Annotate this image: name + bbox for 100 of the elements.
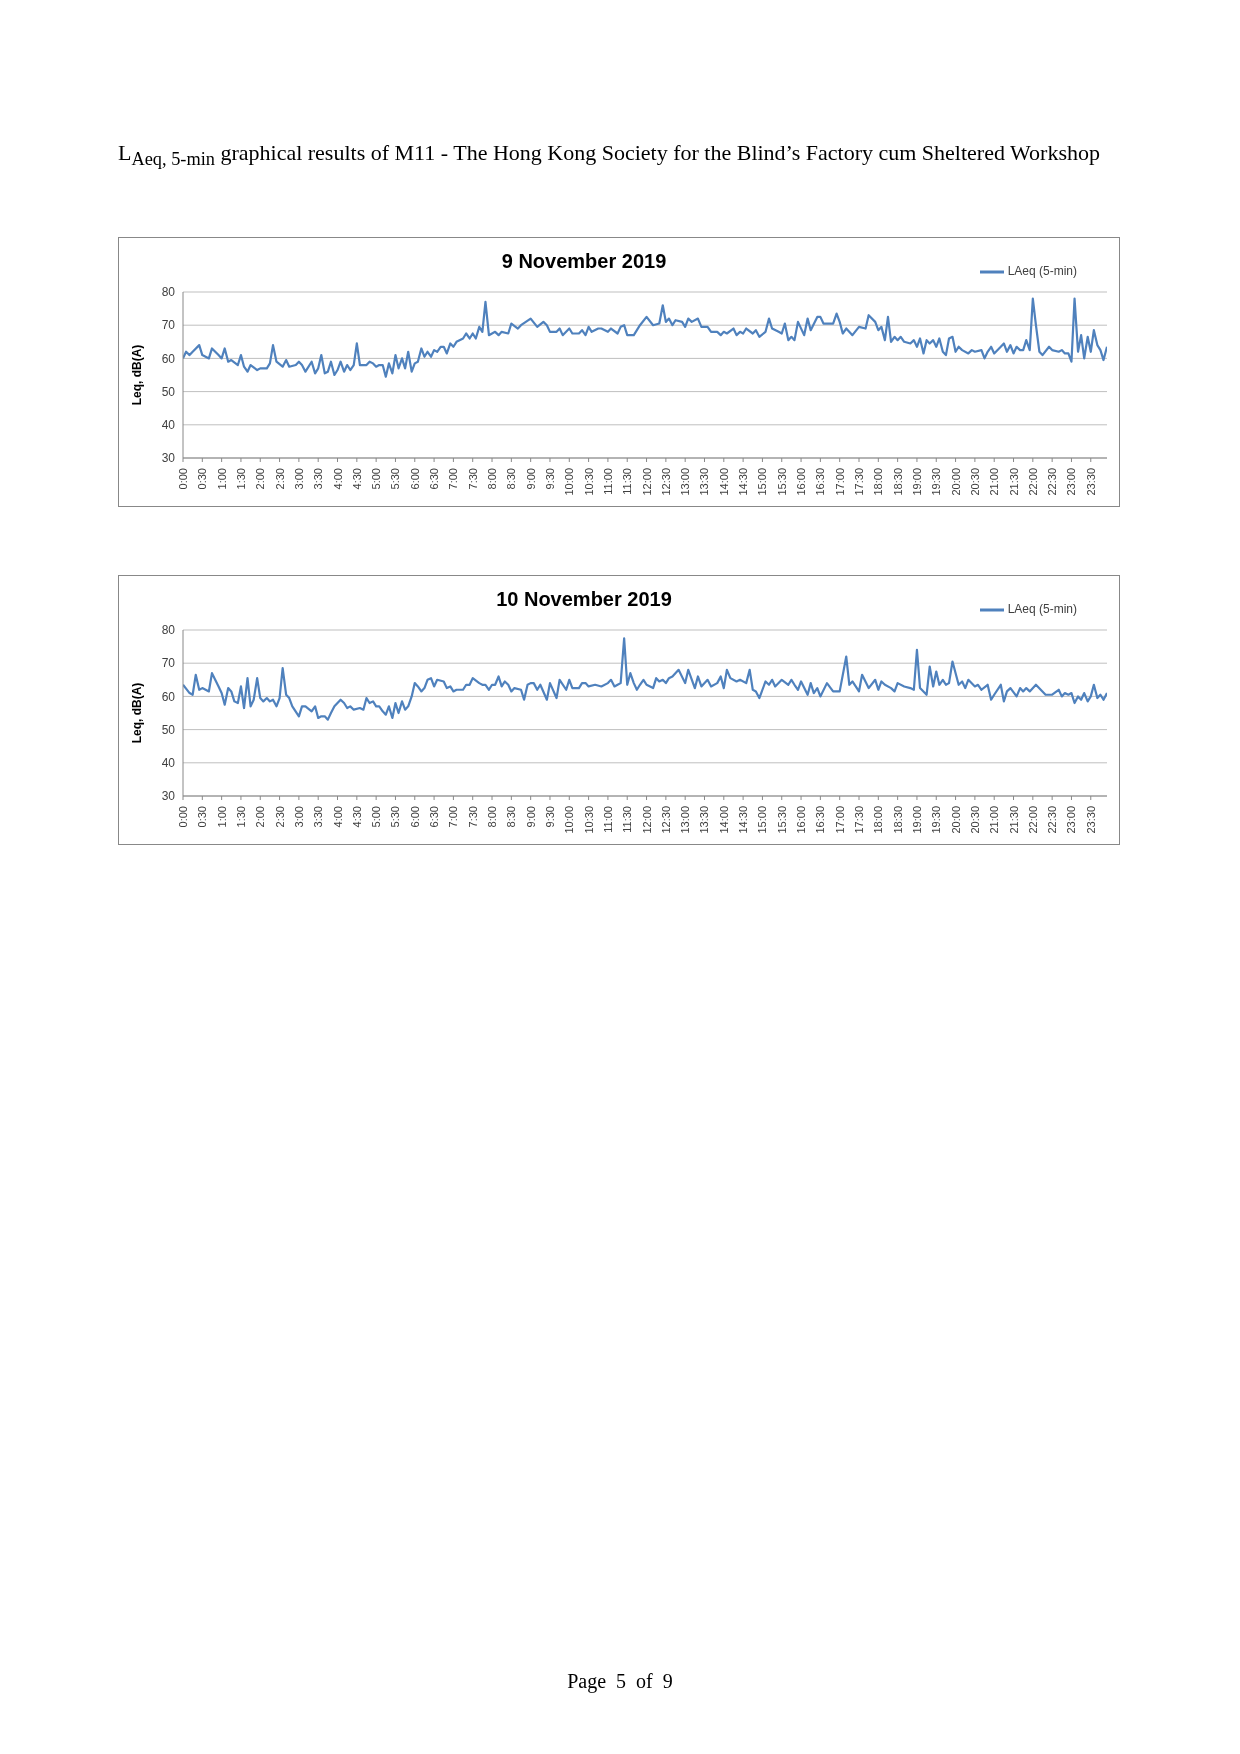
- x-tick-label: 15:30: [775, 468, 788, 496]
- x-tick-label: 21:00: [988, 468, 1001, 496]
- x-tick-label: 20:30: [968, 806, 981, 834]
- x-tick-label: 11:00: [601, 468, 614, 495]
- y-tick-label: 50: [161, 384, 176, 399]
- x-tick-label: 15:00: [756, 806, 769, 834]
- x-tick-label: 16:00: [795, 468, 808, 496]
- x-tick-label: 9:00: [524, 468, 537, 490]
- x-tick-label: 12:30: [659, 806, 672, 834]
- x-tick-label: 4:00: [331, 806, 344, 828]
- x-tick-label: 20:00: [949, 468, 962, 496]
- x-tick-label: 4:30: [350, 468, 363, 490]
- chart-title: 9 November 2019: [500, 250, 668, 273]
- x-tick-label: 16:30: [814, 468, 827, 496]
- x-tick-label: 17:00: [833, 806, 846, 834]
- x-tick-label: 2:00: [254, 806, 267, 828]
- x-tick-label: 15:00: [756, 468, 769, 496]
- x-tick-label: 18:30: [891, 468, 904, 496]
- x-tick-label: 22:30: [1046, 806, 1059, 834]
- x-tick-label: 2:30: [273, 806, 286, 828]
- y-axis-title: Leq, dB(A): [130, 344, 145, 406]
- x-tick-label: 7:30: [466, 468, 479, 490]
- line-series: [183, 637, 1107, 721]
- x-tick-label: 5:30: [389, 806, 402, 828]
- y-tick-label: 80: [161, 623, 176, 638]
- x-tick-label: 5:00: [370, 468, 383, 490]
- y-tick-label: 40: [161, 756, 176, 771]
- x-tick-label: 6:30: [428, 806, 441, 828]
- x-tick-label: 12:30: [659, 468, 672, 496]
- x-tick-label: 16:30: [814, 806, 827, 834]
- x-tick-label: 14:30: [737, 806, 750, 834]
- x-tick-label: 6:00: [408, 806, 421, 828]
- x-tick-label: 7:00: [447, 468, 460, 490]
- x-tick-label: 9:30: [543, 806, 556, 828]
- y-tick-label: 60: [161, 689, 176, 704]
- x-tick-label: 14:30: [737, 468, 750, 496]
- x-tick-label: 4:30: [350, 806, 363, 828]
- x-tick-label: 23:00: [1065, 468, 1078, 496]
- x-tick-label: 13:00: [679, 468, 692, 496]
- x-tick-label: 17:30: [853, 468, 865, 496]
- x-tick-label: 0:00: [177, 806, 189, 828]
- x-tick-label: 23:30: [1084, 468, 1097, 496]
- x-tick-label: 8:30: [505, 806, 518, 828]
- x-tick-label: 11:00: [601, 806, 614, 833]
- x-tick-label: 10:00: [563, 468, 576, 496]
- x-tick-label: 3:00: [292, 806, 305, 828]
- x-tick-label: 3:30: [312, 806, 325, 828]
- x-tick-label: 17:00: [833, 468, 846, 496]
- x-tick-label: 21:30: [1007, 468, 1020, 496]
- x-tick-label: 12:00: [640, 468, 653, 496]
- x-tick-label: 1:00: [215, 806, 228, 828]
- x-tick-label: 1:00: [215, 468, 228, 490]
- x-tick-label: 22:30: [1046, 468, 1059, 496]
- x-tick-label: 19:00: [910, 806, 923, 834]
- x-tick-label: 10:30: [582, 468, 595, 496]
- x-tick-label: 19:30: [930, 468, 943, 496]
- text: L$_{Aeq, 5-min}$ graphical results of M11 - The Hong Kong Society for the Blind’s Factory cum Sheltered Workshop: [118, 139, 1101, 172]
- x-tick-label: 6:00: [408, 468, 421, 490]
- y-tick-label: 50: [161, 722, 176, 737]
- x-tick-label: 0:00: [177, 468, 189, 490]
- x-tick-label: 13:00: [679, 806, 692, 834]
- x-tick-label: 5:00: [370, 806, 383, 828]
- x-tick-label: 1:30: [234, 468, 247, 490]
- x-tick-label: 13:30: [698, 468, 711, 496]
- y-tick-label: 30: [161, 451, 176, 466]
- x-tick-label: 16:00: [795, 806, 808, 834]
- x-tick-label: 8:30: [505, 468, 518, 490]
- x-tick-label: 14:00: [717, 468, 730, 496]
- x-tick-label: 0:30: [196, 468, 209, 490]
- chart-title: 10 November 2019: [495, 588, 673, 611]
- x-tick-label: 22:00: [1026, 806, 1039, 834]
- x-tick-label: 19:30: [930, 806, 943, 834]
- x-tick-label: 18:00: [872, 806, 885, 834]
- x-tick-label: 10:30: [582, 806, 595, 834]
- y-tick-label: 40: [161, 418, 176, 433]
- x-tick-label: 7:00: [447, 806, 460, 828]
- x-tick-label: 10:00: [563, 806, 576, 834]
- x-tick-label: 3:00: [292, 468, 305, 490]
- x-tick-label: 19:00: [910, 468, 923, 496]
- x-tick-label: 5:30: [389, 468, 402, 490]
- x-tick-label: 8:00: [486, 806, 499, 828]
- x-tick-label: 21:30: [1007, 806, 1020, 834]
- y-tick-label: 70: [161, 318, 176, 333]
- x-tick-label: 17:30: [853, 806, 865, 834]
- x-tick-label: 8:00: [486, 468, 499, 490]
- x-tick-label: 9:00: [524, 806, 537, 828]
- x-tick-label: 3:30: [312, 468, 325, 490]
- x-tick-label: 2:30: [273, 468, 286, 490]
- x-tick-label: 20:30: [968, 468, 981, 496]
- x-tick-label: 7:30: [466, 806, 479, 828]
- x-tick-label: 14:00: [717, 806, 730, 834]
- line-series: [183, 297, 1107, 378]
- x-tick-label: 2:00: [254, 468, 267, 490]
- x-tick-label: 12:00: [640, 806, 653, 834]
- y-tick-label: 70: [161, 656, 176, 671]
- x-tick-label: 1:30: [234, 806, 247, 828]
- x-tick-label: 20:00: [949, 806, 962, 834]
- legend-label: LAeq (5-min): [1007, 264, 1077, 279]
- x-tick-label: 13:30: [698, 806, 711, 834]
- x-tick-label: 11:30: [621, 468, 634, 495]
